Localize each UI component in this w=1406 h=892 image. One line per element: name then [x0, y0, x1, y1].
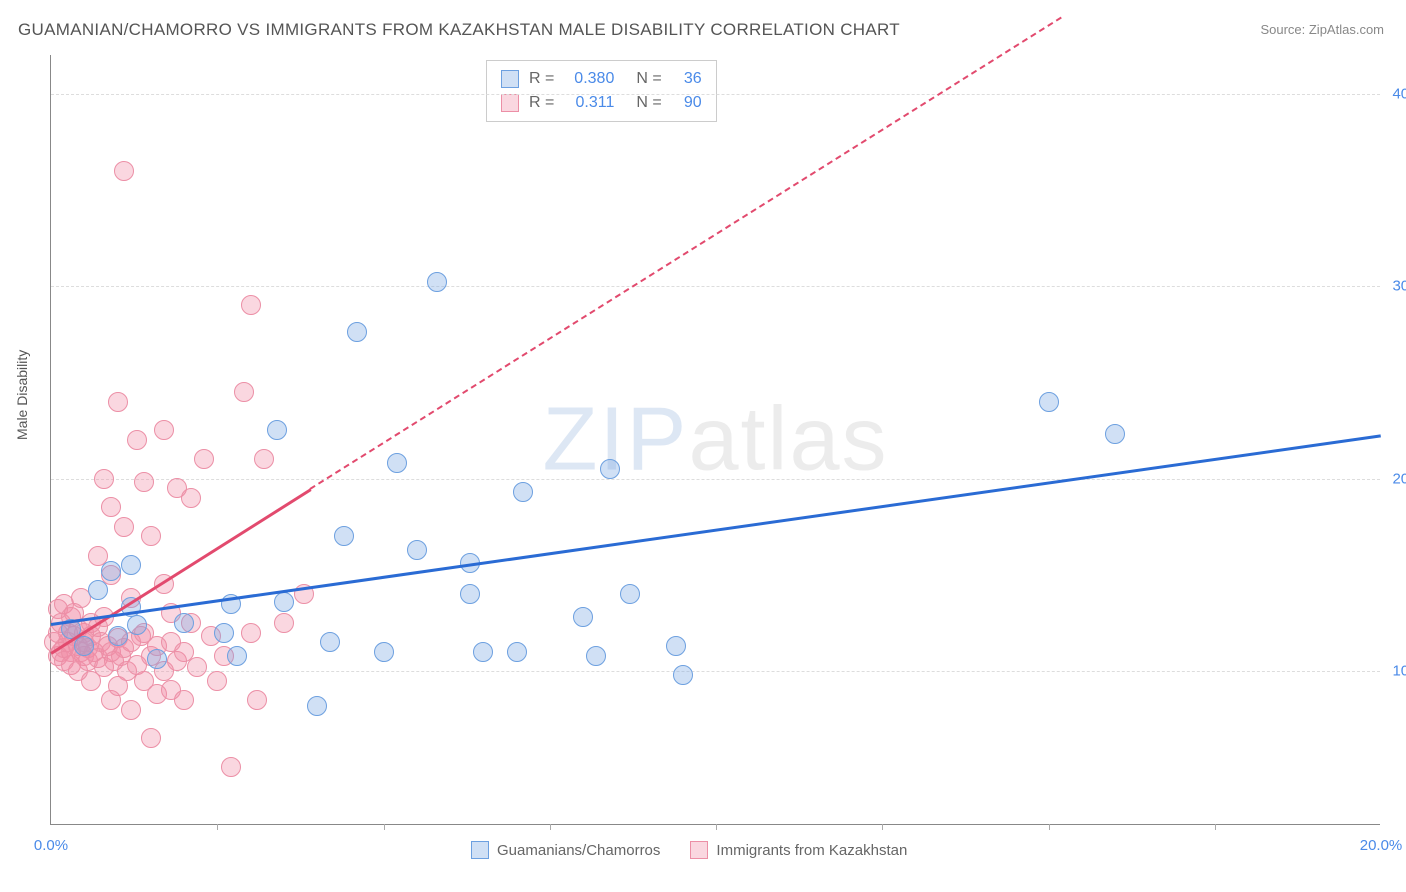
stats-swatch: [501, 70, 519, 88]
data-point: [241, 295, 261, 315]
legend-swatch: [471, 841, 489, 859]
x-minor-tick: [384, 824, 385, 830]
y-tick-label: 30.0%: [1392, 278, 1406, 295]
data-point: [673, 665, 693, 685]
data-point: [267, 420, 287, 440]
data-point: [88, 580, 108, 600]
stats-n-label: N =: [636, 91, 661, 115]
data-point: [108, 626, 128, 646]
y-tick-label: 40.0%: [1392, 85, 1406, 102]
stats-n-label: N =: [636, 67, 661, 91]
legend-swatch: [690, 841, 708, 859]
x-minor-tick: [1049, 824, 1050, 830]
data-point: [1105, 424, 1125, 444]
data-point: [241, 623, 261, 643]
legend-label: Guamanians/Chamorros: [497, 842, 660, 859]
data-point: [221, 757, 241, 777]
data-point: [254, 449, 274, 469]
x-minor-tick: [217, 824, 218, 830]
data-point: [513, 482, 533, 502]
gridline: [51, 479, 1380, 480]
data-point: [573, 607, 593, 627]
watermark-atlas: atlas: [688, 389, 888, 489]
data-point: [374, 642, 394, 662]
x-minor-tick: [716, 824, 717, 830]
data-point: [187, 657, 207, 677]
stats-n-value: 90: [672, 91, 702, 115]
x-tick-label: 20.0%: [1360, 837, 1403, 854]
data-point: [174, 690, 194, 710]
y-tick-label: 20.0%: [1392, 470, 1406, 487]
stats-r-value: 0.380: [564, 67, 614, 91]
data-point: [620, 584, 640, 604]
y-axis-label: Male Disability: [14, 350, 30, 440]
data-point: [460, 584, 480, 604]
data-point: [194, 449, 214, 469]
data-point: [101, 561, 121, 581]
data-point: [247, 690, 267, 710]
data-point: [207, 671, 227, 691]
x-minor-tick: [1215, 824, 1216, 830]
gridline: [51, 671, 1380, 672]
trend-line: [51, 434, 1381, 625]
stats-row: R = 0.380 N = 36: [501, 67, 702, 91]
watermark: ZIPatlas: [542, 388, 888, 491]
chart-legend: Guamanians/Chamorros Immigrants from Kaza…: [471, 841, 907, 859]
data-point: [666, 636, 686, 656]
data-point: [586, 646, 606, 666]
data-point: [507, 642, 527, 662]
stats-r-label: R =: [529, 91, 554, 115]
data-point: [407, 540, 427, 560]
data-point: [108, 392, 128, 412]
stats-swatch: [501, 94, 519, 112]
scatter-chart: ZIPatlas R =0.380N =36R =0.311N =90 Guam…: [50, 55, 1380, 825]
gridline: [51, 94, 1380, 95]
stats-box: R = 0.380 N = 36 R = 0.311 N = 90: [486, 60, 717, 122]
source-attribution: Source: ZipAtlas.com: [1260, 22, 1384, 37]
gridline: [51, 286, 1380, 287]
data-point: [154, 420, 174, 440]
data-point: [74, 636, 94, 656]
data-point: [387, 453, 407, 473]
legend-item: Immigrants from Kazakhstan: [690, 841, 907, 859]
data-point: [114, 161, 134, 181]
stats-row: R = 0.311 N = 90: [501, 91, 702, 115]
data-point: [121, 555, 141, 575]
data-point: [147, 649, 167, 669]
data-point: [473, 642, 493, 662]
data-point: [307, 696, 327, 716]
data-point: [141, 728, 161, 748]
data-point: [600, 459, 620, 479]
data-point: [234, 382, 254, 402]
stats-r-label: R =: [529, 67, 554, 91]
legend-item: Guamanians/Chamorros: [471, 841, 660, 859]
data-point: [134, 472, 154, 492]
x-tick-label: 0.0%: [34, 837, 68, 854]
data-point: [127, 430, 147, 450]
stats-r-value: 0.311: [564, 91, 614, 115]
stats-n-value: 36: [672, 67, 702, 91]
data-point: [101, 497, 121, 517]
data-point: [114, 517, 134, 537]
data-point: [214, 623, 234, 643]
data-point: [127, 615, 147, 635]
data-point: [181, 488, 201, 508]
data-point: [141, 526, 161, 546]
legend-label: Immigrants from Kazakhstan: [716, 842, 907, 859]
data-point: [320, 632, 340, 652]
data-point: [174, 613, 194, 633]
data-point: [334, 526, 354, 546]
x-minor-tick: [882, 824, 883, 830]
data-point: [427, 272, 447, 292]
data-point: [1039, 392, 1059, 412]
page-title: GUAMANIAN/CHAMORRO VS IMMIGRANTS FROM KA…: [18, 20, 900, 40]
data-point: [274, 592, 294, 612]
x-minor-tick: [550, 824, 551, 830]
data-point: [347, 322, 367, 342]
data-point: [94, 469, 114, 489]
data-point: [121, 700, 141, 720]
data-point: [274, 613, 294, 633]
data-point: [227, 646, 247, 666]
y-tick-label: 10.0%: [1392, 663, 1406, 680]
